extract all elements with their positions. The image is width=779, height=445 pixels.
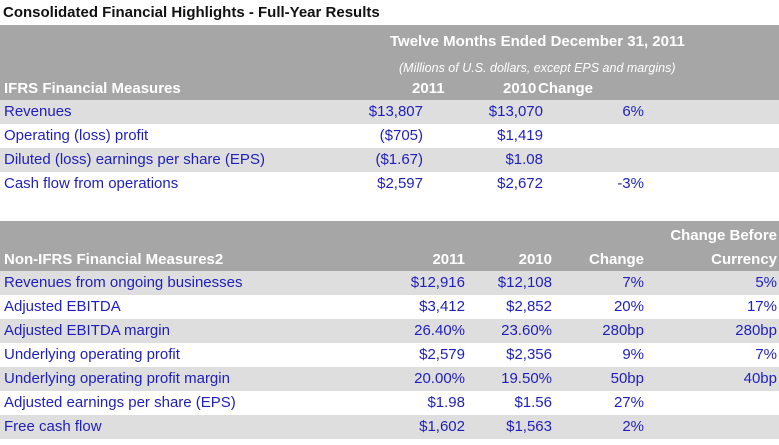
value-2011: ($705) — [379, 127, 423, 144]
value-change: 9% — [622, 346, 644, 363]
value-2010: $1.08 — [505, 151, 543, 168]
non-ifrs-header: Change Before Non-IFRS Financial Measure… — [0, 221, 779, 271]
row-label: Adjusted earnings per share (EPS) — [4, 394, 236, 411]
value-change-before-currency: 280bp — [735, 322, 777, 339]
value-change: 50bp — [610, 370, 644, 387]
non-ifrs-col-2010: 2010 — [518, 251, 552, 268]
table-row: Free cash flow $1,602 $1,563 2% — [0, 415, 779, 439]
page-title: Consolidated Financial Highlights - Full… — [3, 4, 380, 21]
value-2010: $1,419 — [497, 127, 543, 144]
value-2010: $2,672 — [497, 175, 543, 192]
table-row: Revenues $13,807 $13,070 6% — [0, 100, 779, 124]
table-row: Diluted (loss) earnings per share (EPS) (… — [0, 148, 779, 172]
value-2011: 26.40% — [414, 322, 465, 339]
value-2011: $1.98 — [427, 394, 465, 411]
value-2011: $12,916 — [410, 274, 465, 291]
table-row: Revenues from ongoing businesses $12,916 $… — [0, 271, 779, 295]
value-change: 27% — [613, 394, 644, 411]
cbc-col-line1: Change Before — [670, 227, 777, 244]
value-2010: 19.50% — [501, 370, 552, 387]
value-2010: $1,563 — [506, 418, 552, 435]
value-2011: $2,579 — [419, 346, 465, 363]
value-2010: $1.56 — [514, 394, 552, 411]
row-label: Adjusted EBITDA margin — [4, 322, 170, 339]
value-change: 6% — [622, 103, 644, 120]
value-2011: 20.00% — [414, 370, 465, 387]
non-ifrs-col-change: Change — [588, 251, 644, 268]
value-2010: $2,356 — [506, 346, 552, 363]
value-2010: 23.60% — [501, 322, 552, 339]
value-change: 20% — [613, 298, 644, 315]
value-change-before-currency: 17% — [746, 298, 777, 315]
value-2010: $2,852 — [506, 298, 552, 315]
row-label: Operating (loss) profit — [4, 127, 149, 144]
row-label: Adjusted EBITDA — [4, 298, 121, 315]
row-label: Revenues from ongoing businesses — [4, 274, 243, 291]
value-change: -3% — [617, 175, 644, 192]
value-change: 280bp — [602, 322, 644, 339]
value-change: 2% — [622, 418, 644, 435]
table-row: Adjusted EBITDA $3,412 $2,852 20% 17% — [0, 295, 779, 319]
ifrs-header: Twelve Months Ended December 31, 2011 (M… — [0, 25, 779, 100]
row-label: Underlying operating profit — [4, 346, 180, 363]
table-row: Operating (loss) profit ($705) $1,419 — [0, 124, 779, 148]
table-row: Adjusted EBITDA margin 26.40% 23.60% 280bp 2… — [0, 319, 779, 343]
table-row: Underlying operating profit $2,579 $2,356 9… — [0, 343, 779, 367]
ifrs-col-change: Change — [538, 80, 594, 97]
non-ifrs-col-2011: 2011 — [432, 251, 465, 268]
table-row: Underlying operating profit margin 20.00%… — [0, 367, 779, 391]
ifrs-col-2010: 2010 — [503, 80, 537, 97]
ifrs-section-label: IFRS Financial Measures — [4, 80, 181, 97]
period-heading: Twelve Months Ended December 31, 2011 — [390, 33, 685, 50]
value-2011: $3,412 — [419, 298, 465, 315]
value-change-before-currency: 5% — [755, 274, 777, 291]
value-change-before-currency: 40bp — [743, 370, 777, 387]
cbc-col-line2: Currency — [711, 251, 777, 268]
value-2011: $1,602 — [419, 418, 465, 435]
ifrs-col-2011: 2011 — [412, 80, 445, 97]
units-note: (Millions of U.S. dollars, except EPS an… — [399, 61, 676, 75]
value-change-before-currency: 7% — [755, 346, 777, 363]
value-2011: $2,597 — [377, 175, 423, 192]
row-label: Underlying operating profit margin — [4, 370, 230, 387]
row-label: Cash flow from operations — [4, 175, 179, 192]
row-label: Revenues — [4, 103, 72, 120]
value-2010: $13,070 — [488, 103, 543, 120]
value-2011: ($1.67) — [375, 151, 423, 168]
non-ifrs-section-label: Non-IFRS Financial Measures2 — [4, 251, 224, 268]
value-2011: $13,807 — [368, 103, 423, 120]
value-change: 7% — [622, 274, 644, 291]
row-label: Free cash flow — [4, 418, 102, 435]
table-row: Adjusted earnings per share (EPS) $1.98 $1… — [0, 391, 779, 415]
table-row: Cash flow from operations $2,597 $2,672 -3% — [0, 172, 779, 196]
value-2010: $12,108 — [497, 274, 552, 291]
row-label: Diluted (loss) earnings per share (EPS) — [4, 151, 265, 168]
